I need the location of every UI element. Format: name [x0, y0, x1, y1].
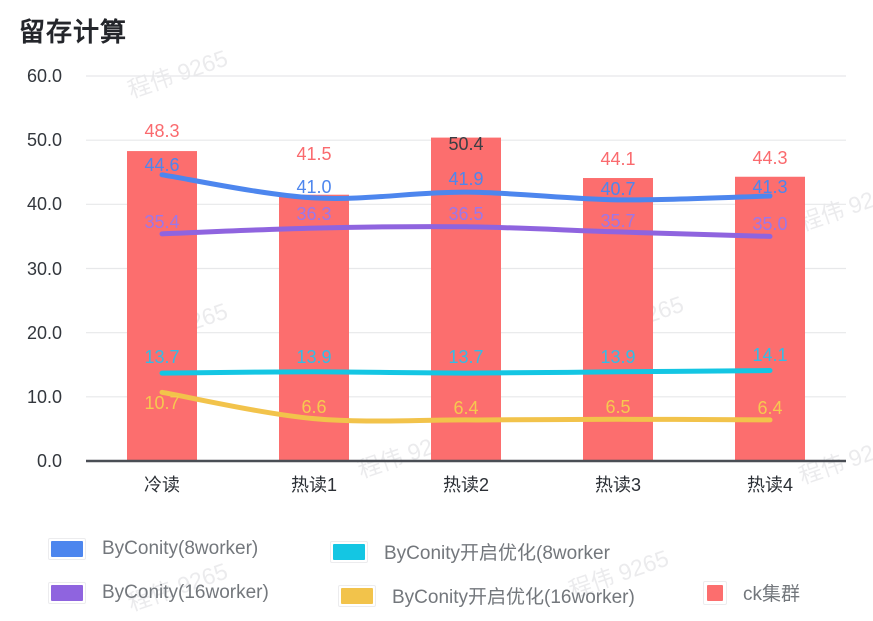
legend-label-byconity-opt-8worker: ByConity开启优化(8worker [384, 543, 610, 564]
legend-item-ck-cluster[interactable]: ck集群 [703, 579, 800, 606]
line-value-label: 40.7 [600, 178, 636, 199]
y-tick-label: 50.0 [26, 130, 62, 151]
legend-label-byconity-16worker: ByConity(16worker) [102, 582, 269, 603]
line-value-label: 13.9 [600, 346, 636, 367]
line-value-label: 6.5 [605, 397, 631, 418]
bar-value-label: 50.4 [448, 133, 484, 154]
line-value-label: 41.3 [752, 176, 788, 197]
y-tick-label: 30.0 [26, 258, 62, 279]
line-value-label: 41.9 [448, 169, 484, 190]
y-tick-label: 10.0 [26, 386, 62, 407]
line-value-label: 36.3 [296, 204, 332, 225]
line-value-label: 35.4 [144, 211, 180, 232]
y-tick-label: 0.0 [36, 451, 62, 471]
line-value-label: 35.7 [600, 210, 636, 231]
bar-0[interactable] [127, 151, 197, 461]
bar-value-label: 44.3 [752, 147, 788, 168]
line-value-label: 6.4 [453, 397, 479, 418]
line-value-label: 10.7 [144, 393, 180, 414]
x-category-label: 热读4 [746, 475, 793, 495]
chart-title: 留存计算 [19, 17, 128, 47]
legend-swatch-ck-cluster[interactable] [703, 580, 727, 605]
line-value-label: 41.0 [296, 176, 332, 197]
legend-item-byconity-8worker[interactable]: ByConity(8worker) [48, 538, 258, 560]
legend-swatch-byconity-8worker[interactable] [48, 538, 86, 560]
legend-label-ck-cluster: ck集群 [743, 584, 801, 605]
line-value-label: 6.4 [757, 397, 783, 418]
line-byconity-opt-8worker[interactable] [159, 368, 773, 376]
line-byconity-opt-16worker[interactable] [159, 389, 773, 424]
y-tick-label: 20.0 [26, 322, 62, 343]
line-value-label: 14.1 [752, 344, 788, 365]
legend-swatch-color [341, 587, 373, 604]
bar-4[interactable] [735, 176, 805, 461]
legend-item-byconity-16worker[interactable]: ByConity(16worker) [48, 582, 269, 604]
bar-value-label: 48.3 [144, 121, 180, 142]
legend-label-byconity-opt-16worker: ByConity开启优化(16worker) [392, 587, 635, 608]
legend-swatch-color [51, 585, 83, 601]
x-category-label: 热读2 [442, 475, 489, 495]
y-tick-label: 60.0 [26, 66, 62, 86]
line-value-label: 13.9 [296, 346, 332, 367]
x-category-label: 热读1 [290, 475, 337, 495]
line-byconity-8worker[interactable] [159, 172, 773, 203]
bar-value-label: 44.1 [600, 149, 636, 170]
x-category-label: 冷读 [144, 475, 180, 495]
legend-item-byconity-opt-8worker[interactable]: ByConity开启优化(8worker [330, 538, 610, 565]
line-value-label: 44.6 [144, 154, 180, 175]
line-value-label: 13.7 [144, 347, 180, 368]
bar-3[interactable] [583, 178, 653, 461]
bar-value-label: 41.5 [296, 143, 332, 164]
line-value-label: 35.0 [752, 214, 788, 235]
legend-swatch-byconity-16worker[interactable] [48, 582, 86, 604]
legend-item-byconity-opt-16worker[interactable]: ByConity开启优化(16worker) [338, 582, 635, 609]
legend-swatch-color [707, 584, 723, 601]
y-tick-label: 40.0 [26, 194, 62, 215]
legend-label-byconity-8worker: ByConity(8worker) [102, 538, 259, 559]
legend-swatch-byconity-opt-16worker[interactable] [338, 584, 376, 607]
legend-swatch-byconity-opt-8worker[interactable] [330, 540, 368, 563]
line-value-label: 6.6 [301, 396, 327, 417]
x-category-label: 热读3 [594, 475, 641, 495]
legend-swatch-color [51, 541, 83, 557]
line-value-label: 36.5 [448, 203, 484, 224]
legend-swatch-color [333, 543, 365, 560]
line-value-label: 13.7 [448, 347, 484, 368]
line-byconity-16worker[interactable] [159, 224, 773, 239]
